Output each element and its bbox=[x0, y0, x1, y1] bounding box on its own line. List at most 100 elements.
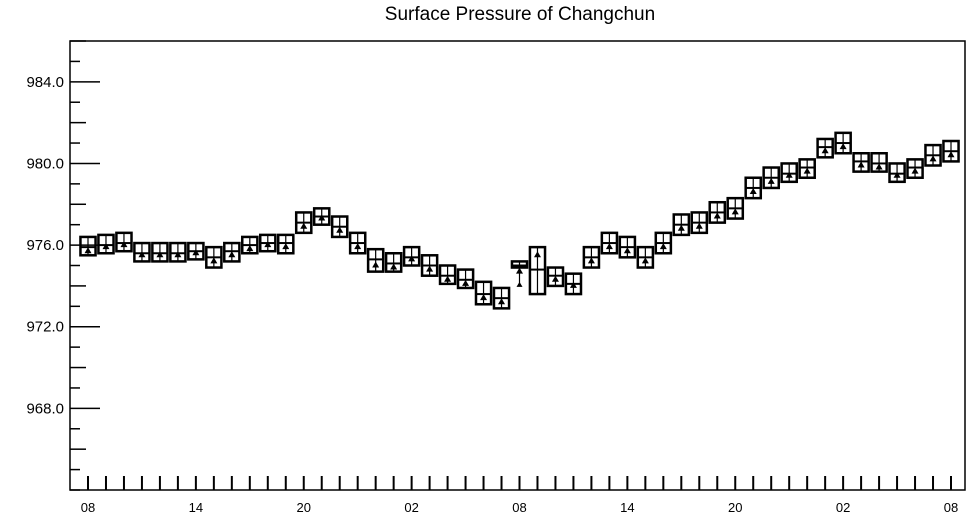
box-mean-marker bbox=[947, 151, 955, 158]
box bbox=[780, 162, 798, 184]
box-mean-marker bbox=[857, 161, 865, 168]
box-mean-marker bbox=[102, 243, 110, 250]
box-mean-marker bbox=[587, 257, 595, 264]
y-tick-label: 972.0 bbox=[26, 319, 64, 336]
box-mean-marker bbox=[120, 241, 128, 248]
box-mean-marker bbox=[821, 147, 829, 154]
box-mean-marker bbox=[767, 177, 775, 184]
box-mean-marker bbox=[318, 214, 326, 221]
box bbox=[294, 211, 313, 235]
box-mean-marker bbox=[605, 243, 613, 250]
y-tick-label: 980.0 bbox=[26, 155, 64, 172]
box-mean-marker bbox=[569, 281, 577, 288]
x-tick-label: 08 bbox=[81, 500, 95, 515]
box bbox=[528, 245, 547, 296]
box bbox=[870, 152, 888, 173]
box-mean-marker bbox=[210, 257, 218, 264]
box-mean-marker bbox=[84, 247, 92, 254]
box-mean-marker bbox=[641, 257, 649, 264]
box bbox=[384, 252, 403, 273]
x-tick-label: 02 bbox=[836, 500, 850, 515]
box bbox=[564, 272, 583, 296]
box bbox=[546, 266, 565, 288]
box-mean-marker bbox=[875, 163, 883, 170]
box-mean-marker bbox=[408, 255, 416, 262]
box bbox=[258, 233, 277, 253]
box bbox=[798, 158, 816, 179]
box-mean-marker bbox=[929, 155, 937, 162]
box-mean-marker bbox=[246, 245, 254, 252]
box-mean-marker bbox=[264, 241, 272, 248]
box bbox=[816, 137, 834, 159]
box bbox=[205, 245, 223, 269]
x-axis: 08 14 20 02 08 14 20 02 08 bbox=[81, 476, 958, 515]
box bbox=[762, 166, 781, 190]
chart-title: Surface Pressure of Changchun bbox=[384, 4, 656, 25]
x-tick-label: 20 bbox=[728, 500, 742, 515]
box bbox=[906, 158, 924, 179]
box-mean-marker bbox=[174, 251, 182, 258]
box-mean-marker bbox=[480, 294, 488, 301]
box bbox=[133, 241, 151, 263]
box bbox=[672, 213, 691, 237]
y-tick-label: 984.0 bbox=[26, 74, 64, 91]
box bbox=[942, 139, 960, 163]
box-mean-marker bbox=[731, 208, 739, 215]
box-mean-marker bbox=[300, 222, 308, 229]
box-mean-marker bbox=[749, 188, 757, 195]
box-mean-marker bbox=[462, 279, 470, 286]
box-mean-marker bbox=[498, 298, 506, 305]
box-mean-marker bbox=[390, 263, 398, 270]
box bbox=[456, 268, 475, 290]
x-tick-label: 14 bbox=[620, 500, 634, 515]
x-tick-label: 08 bbox=[512, 500, 526, 515]
box bbox=[330, 215, 349, 239]
box bbox=[744, 176, 763, 200]
box bbox=[834, 131, 852, 155]
box-mean-marker bbox=[551, 275, 559, 282]
box bbox=[726, 196, 745, 220]
box bbox=[888, 162, 906, 184]
box bbox=[618, 235, 637, 259]
box bbox=[187, 241, 205, 261]
box-mean-marker bbox=[533, 251, 541, 258]
box-mean-marker bbox=[659, 243, 667, 250]
box bbox=[348, 231, 367, 255]
box bbox=[582, 245, 601, 269]
box-mean-marker bbox=[354, 243, 362, 250]
box-mean-marker bbox=[228, 251, 236, 258]
box bbox=[474, 280, 493, 306]
box-series bbox=[79, 131, 960, 310]
box bbox=[312, 207, 331, 226]
box bbox=[420, 254, 439, 277]
box bbox=[366, 247, 385, 273]
box-mean-marker bbox=[444, 275, 452, 282]
box bbox=[438, 264, 457, 286]
box-min-marker bbox=[516, 281, 523, 287]
y-tick-label: 976.0 bbox=[26, 237, 64, 254]
box-mean-marker bbox=[372, 261, 380, 268]
box-mean-marker bbox=[192, 249, 200, 256]
box-mean-marker bbox=[785, 171, 793, 178]
box-mean-marker bbox=[893, 171, 901, 178]
box bbox=[636, 245, 655, 269]
box-mean-marker bbox=[839, 143, 847, 150]
x-tick-label: 08 bbox=[944, 500, 958, 515]
box-mean-marker bbox=[677, 224, 685, 231]
box bbox=[492, 286, 511, 310]
x-tick-label: 14 bbox=[189, 500, 203, 515]
box bbox=[97, 233, 115, 255]
box-mean-marker bbox=[911, 167, 919, 174]
box-mean-marker bbox=[426, 265, 434, 272]
box-mean-marker bbox=[156, 251, 164, 258]
x-tick-label: 20 bbox=[297, 500, 311, 515]
box bbox=[79, 235, 97, 257]
box-mean-marker bbox=[713, 212, 721, 219]
y-tick-label: 968.0 bbox=[26, 400, 64, 417]
y-axis: 968.0 972.0 976.0 980.0 984.0 bbox=[26, 40, 100, 491]
box bbox=[223, 241, 241, 263]
box bbox=[276, 233, 295, 255]
box-mean-marker bbox=[282, 243, 290, 250]
box bbox=[241, 235, 259, 255]
